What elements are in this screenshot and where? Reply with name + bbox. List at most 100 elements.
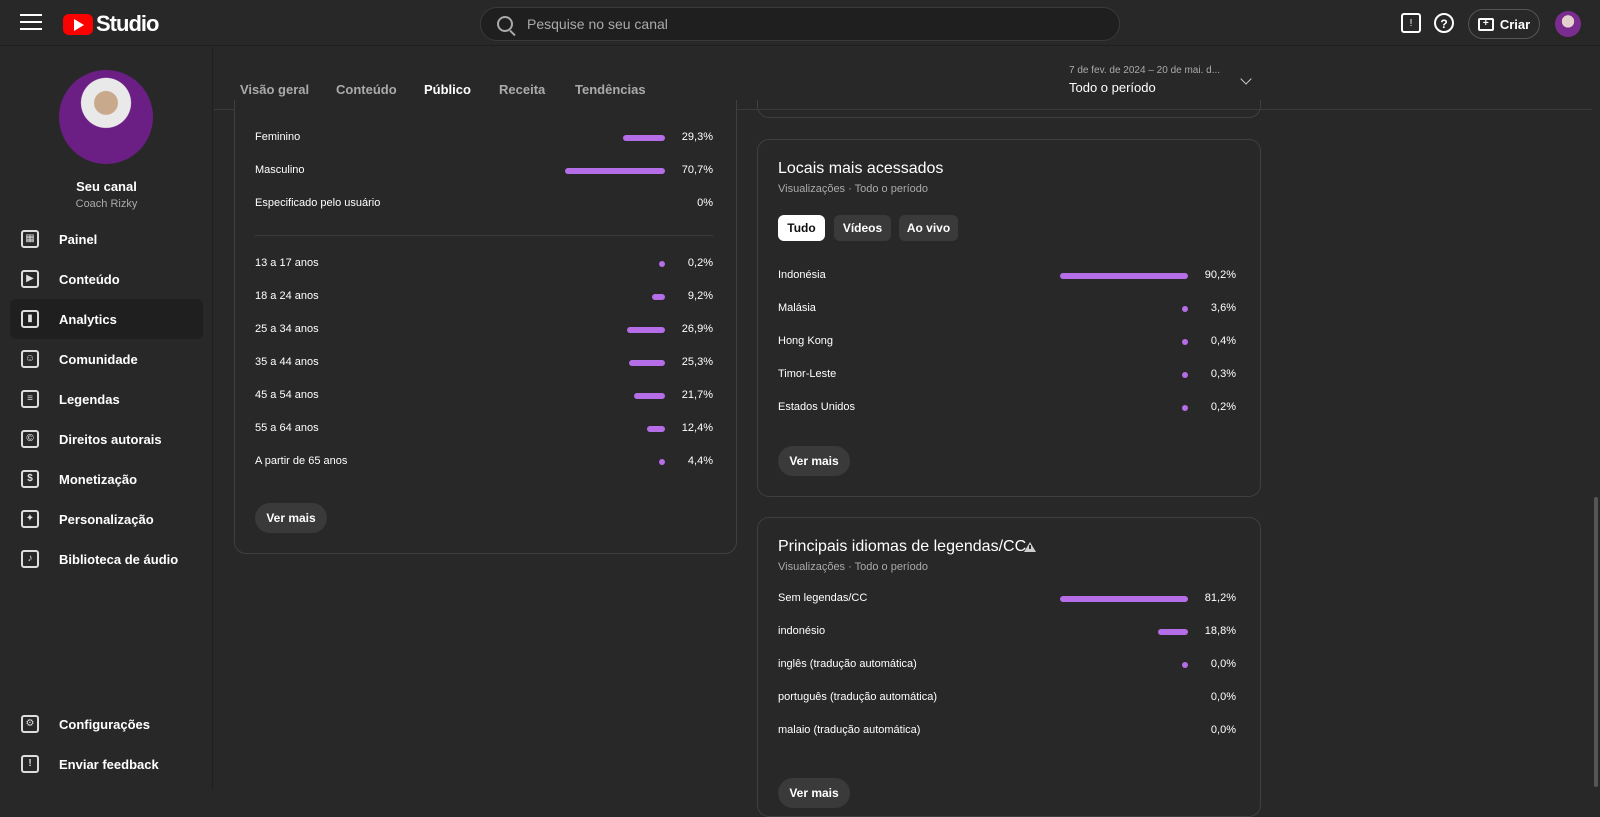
sidebar-item-label: Analytics <box>59 311 117 327</box>
see-more-button[interactable]: Ver mais <box>778 778 850 808</box>
percentage-bar <box>565 168 665 174</box>
card-subtitle: Visualizações · Todo o período <box>778 183 929 195</box>
row-label: malaio (tradução automática) <box>778 724 921 736</box>
copyright-icon: © <box>21 430 39 448</box>
tab-vis-o-geral[interactable]: Visão geral <box>240 82 310 97</box>
channel-avatar[interactable] <box>59 70 153 164</box>
locations-card: Locais mais acessados Visualizações · To… <box>757 139 1261 497</box>
list-item: Indonésia 90,2% <box>778 267 1236 285</box>
search-input[interactable] <box>527 16 1087 32</box>
list-item: Hong Kong 0,4% <box>778 333 1236 351</box>
menu-icon[interactable] <box>20 14 42 32</box>
row-value: 18,8% <box>1204 625 1236 637</box>
row-value: 21,7% <box>681 389 713 401</box>
row-label: 55 a 64 anos <box>255 422 319 434</box>
row-label: Feminino <box>255 131 301 143</box>
sidebar-item-conte-do[interactable]: ▶ Conteúdo <box>10 259 203 299</box>
percentage-bar <box>1060 596 1188 602</box>
subtitles-icon: ≡ <box>21 390 39 408</box>
percentage-dot <box>1182 662 1188 668</box>
sidebar-item-legendas[interactable]: ≡ Legendas <box>10 379 203 419</box>
percentage-bar <box>652 294 665 300</box>
sidebar-item-configura-es[interactable]: ⚙ Configurações <box>10 704 203 744</box>
tab-receita[interactable]: Receita <box>499 82 546 97</box>
percentage-bar <box>629 360 665 366</box>
sidebar-item-personaliza-o[interactable]: ✦ Personalização <box>10 499 203 539</box>
studio-logo[interactable]: Studio <box>63 11 159 37</box>
card-subtitle: Visualizações · Todo o período <box>778 561 929 573</box>
scrollbar[interactable] <box>1594 497 1598 787</box>
row-value: 0,0% <box>1210 691 1236 703</box>
row-label: Sem legendas/CC <box>778 592 868 604</box>
list-item: 13 a 17 anos 0,2% <box>255 255 713 273</box>
period-value[interactable]: Todo o período <box>1069 80 1156 95</box>
channel-name: Seu canal <box>76 179 137 194</box>
row-value: 90,2% <box>1204 269 1236 281</box>
row-value: 0,0% <box>1210 724 1236 736</box>
previous-card-bottom <box>757 100 1261 118</box>
search-bar[interactable] <box>480 7 1120 41</box>
sidebar-item-analytics[interactable]: ▮ Analytics <box>10 299 203 339</box>
audio-library-icon: ♪ <box>21 550 39 568</box>
sidebar-item-enviar-feedback[interactable]: ! Enviar feedback <box>10 744 203 784</box>
list-item: 45 a 54 anos 21,7% <box>255 387 713 405</box>
filter-chip-ao-vivo[interactable]: Ao vivo <box>899 215 958 241</box>
see-more-button[interactable]: Ver mais <box>778 446 850 476</box>
row-value: 0,4% <box>1210 335 1236 347</box>
avatar[interactable] <box>1555 11 1581 37</box>
list-item: português (tradução automática) 0,0% <box>778 689 1236 707</box>
youtube-logo-icon <box>63 13 93 35</box>
row-value: 4,4% <box>687 455 713 467</box>
tab-conte-do[interactable]: Conteúdo <box>336 82 397 97</box>
row-value: 29,3% <box>681 131 713 143</box>
list-item: Sem legendas/CC 81,2% <box>778 590 1236 608</box>
feedback-icon[interactable]: ! <box>1401 13 1421 33</box>
sidebar-item-label: Personalização <box>59 511 154 527</box>
row-value: 25,3% <box>681 356 713 368</box>
row-value: 0,0% <box>1210 658 1236 670</box>
sidebar-item-comunidade[interactable]: ☺ Comunidade <box>10 339 203 379</box>
tab-tend-ncias[interactable]: Tendências <box>575 82 646 97</box>
tab-p-blico[interactable]: Público <box>424 82 471 97</box>
see-more-button[interactable]: Ver mais <box>255 503 327 533</box>
list-item: 18 a 24 anos 9,2% <box>255 288 713 306</box>
sidebar-item-direitos-autorais[interactable]: © Direitos autorais <box>10 419 203 459</box>
list-item: 35 a 44 anos 25,3% <box>255 354 713 372</box>
row-label: 35 a 44 anos <box>255 356 319 368</box>
sidebar-item-monetiza-o[interactable]: $ Monetização <box>10 459 203 499</box>
period-range[interactable]: 7 de fev. de 2024 – 20 de mai. d... <box>1069 65 1221 76</box>
gender-age-card: Feminino 29,3% Masculino 70,7% Especificado … <box>234 100 737 554</box>
row-value: 0% <box>697 197 713 209</box>
row-label: Hong Kong <box>778 335 834 347</box>
sidebar-item-biblioteca-de-udio[interactable]: ♪ Biblioteca de áudio <box>10 539 203 579</box>
row-label: Masculino <box>255 164 305 176</box>
percentage-dot <box>1182 405 1188 411</box>
row-label: português (tradução automática) <box>778 691 937 703</box>
help-icon[interactable]: ? <box>1434 13 1454 33</box>
sidebar-item-painel[interactable]: ▦ Painel <box>10 219 203 259</box>
row-label: Estados Unidos <box>778 401 856 413</box>
row-value: 81,2% <box>1204 592 1236 604</box>
row-value: 12,4% <box>681 422 713 434</box>
sidebar-item-label: Enviar feedback <box>59 756 159 772</box>
warning-icon[interactable] <box>1024 542 1036 552</box>
percentage-bar <box>623 135 665 141</box>
percentage-dot <box>1182 372 1188 378</box>
row-label: 45 a 54 anos <box>255 389 319 401</box>
filter-chip-v-deos[interactable]: Vídeos <box>834 215 891 241</box>
row-value: 70,7% <box>681 164 713 176</box>
percentage-bar <box>1158 629 1188 635</box>
row-value: 26,9% <box>681 323 713 335</box>
percentage-dot <box>659 261 665 267</box>
customization-icon: ✦ <box>21 510 39 528</box>
row-value: 0,2% <box>687 257 713 269</box>
list-item: Timor-Leste 0,3% <box>778 366 1236 384</box>
percentage-bar <box>1060 273 1188 279</box>
card-title: Principais idiomas de legendas/CC <box>778 538 1027 555</box>
top-bar: Studio ! ? + Criar <box>0 0 1600 46</box>
content-icon: ▶ <box>21 270 39 288</box>
filter-chip-tudo[interactable]: Tudo <box>778 215 825 241</box>
sidebar: Seu canal Coach Rizky ▦ Painel ▶ Conteúdo ▮ A… <box>0 47 213 790</box>
logo-text: Studio <box>96 11 159 36</box>
create-button[interactable]: + Criar <box>1468 9 1540 39</box>
